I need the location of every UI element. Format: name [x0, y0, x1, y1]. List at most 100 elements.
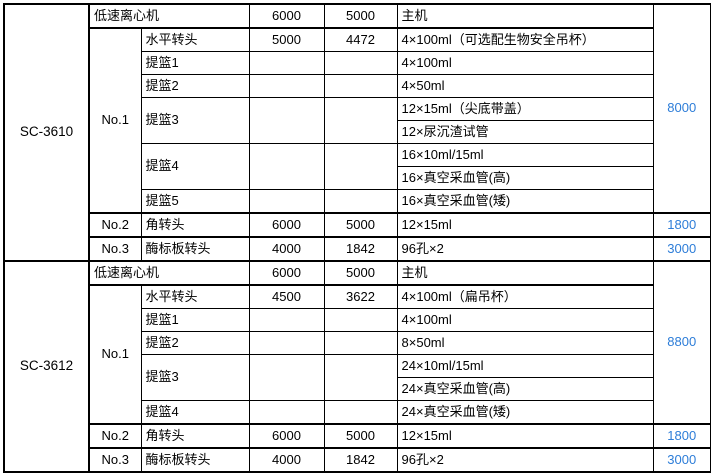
no-group-cell: No.3 [88, 447, 142, 473]
no-group-cell: No.2 [88, 423, 142, 449]
no-group-cell: No.1 [88, 284, 142, 425]
component-cell: 提篮4 [140, 400, 250, 425]
component-cell: 提篮2 [140, 74, 250, 98]
no-group-cell: No.1 [88, 27, 142, 214]
capacity-cell: 16×真空采血管(矮) [396, 189, 654, 214]
component-cell: 提篮5 [140, 189, 250, 214]
speed-rcf-cell [323, 74, 398, 98]
no-group-cell: No.2 [88, 212, 142, 238]
component-cell: 提篮2 [140, 331, 250, 355]
table-row: 12×尿沉渣试管 [4, 120, 711, 144]
component-cell: 提篮4 [140, 143, 250, 190]
table-row: No.1 水平转头 4500 3622 4×100ml（扁吊杯） [4, 284, 711, 425]
table-row: 提篮1 4×100ml [4, 308, 711, 332]
table-row: 提篮3 12×15ml（尖底带盖） [4, 97, 711, 144]
model-cell: SC-3612 [3, 260, 90, 473]
speed-rpm-cell [248, 354, 325, 401]
table-row: No.2 角转头 6000 5000 12×15ml 1800 [4, 423, 711, 449]
speed-rcf-cell [323, 189, 398, 214]
speed-rcf-cell: 5000 [323, 260, 398, 286]
component-cell: 提篮3 [140, 97, 250, 144]
speed-rcf-cell: 1842 [323, 447, 398, 473]
price-cell: 3000 [652, 447, 711, 473]
capacity-cell: 4×100ml [396, 51, 654, 75]
table-row: No.2 角转头 6000 5000 12×15ml 1800 [4, 212, 711, 238]
speed-rpm-cell: 6000 [248, 260, 325, 286]
speed-rcf-cell [323, 331, 398, 355]
table-row: SC-3610 低速离心机 6000 5000 主机 8000 [3, 3, 711, 262]
component-cell: 酶标板转头 [140, 447, 250, 473]
centrifuge-spec-table: SC-3610 低速离心机 6000 5000 主机 8000 No.1 水平转… [3, 3, 711, 473]
table-row: No.3 酶标板转头 4000 1842 96孔×2 3000 [4, 236, 711, 262]
speed-rcf-cell [323, 51, 398, 75]
component-cell: 水平转头 [140, 27, 250, 52]
price-cell: 1800 [652, 212, 711, 238]
price-cell: 8000 [652, 3, 711, 214]
capacity-cell: 4×100ml（扁吊杯） [396, 284, 654, 309]
component-cell: 提篮1 [140, 308, 250, 332]
table-row: No.1 水平转头 5000 4472 4×100ml（可选配生物安全吊杯） [4, 27, 711, 214]
table-row: 16×真空采血管(高) [4, 166, 711, 190]
speed-rpm-cell [248, 400, 325, 425]
speed-rpm-cell [248, 51, 325, 75]
speed-rcf-cell: 5000 [323, 212, 398, 238]
component-cell: 角转头 [140, 212, 250, 238]
component-cell: 水平转头 [140, 284, 250, 309]
capacity-cell: 12×尿沉渣试管 [396, 120, 654, 144]
speed-rpm-cell [248, 308, 325, 332]
table-row: 24×真空采血管(高) [4, 377, 711, 401]
component-cell: 酶标板转头 [140, 236, 250, 262]
speed-rcf-cell: 5000 [323, 3, 398, 29]
speed-rcf-cell [323, 400, 398, 425]
table-row: 提篮4 24×真空采血管(矮) [4, 400, 711, 425]
table-row: 提篮3 24×10ml/15ml [4, 354, 711, 401]
model-cell: SC-3610 [3, 3, 90, 262]
component-cell: 提篮3 [140, 354, 250, 401]
capacity-cell: 主机 [396, 3, 654, 29]
capacity-cell: 4×100ml（可选配生物安全吊杯） [396, 27, 654, 52]
capacity-cell: 24×真空采血管(矮) [396, 400, 654, 425]
speed-rpm-cell: 4000 [248, 447, 325, 473]
speed-rcf-cell [323, 308, 398, 332]
table-row: 提篮5 16×真空采血管(矮) [4, 189, 711, 214]
capacity-cell: 16×10ml/15ml [396, 143, 654, 167]
capacity-cell: 主机 [396, 260, 654, 286]
capacity-cell: 8×50ml [396, 331, 654, 355]
speed-rcf-cell: 5000 [323, 423, 398, 449]
table-row: No.3 酶标板转头 4000 1842 96孔×2 3000 [4, 447, 711, 473]
speed-rcf-cell: 3622 [323, 284, 398, 309]
capacity-cell: 4×100ml [396, 308, 654, 332]
price-cell: 8800 [652, 260, 711, 425]
speed-rpm-cell: 5000 [248, 27, 325, 52]
capacity-cell: 4×50ml [396, 74, 654, 98]
speed-rpm-cell [248, 331, 325, 355]
capacity-cell: 16×真空采血管(高) [396, 166, 654, 190]
capacity-cell: 12×15ml（尖底带盖） [396, 97, 654, 121]
machine-name-cell: 低速离心机 [88, 3, 250, 29]
table-row: SC-3612 低速离心机 6000 5000 主机 8800 [3, 260, 711, 473]
capacity-cell: 96孔×2 [396, 447, 654, 473]
price-cell: 1800 [652, 423, 711, 449]
speed-rcf-cell [323, 143, 398, 190]
speed-rpm-cell: 6000 [248, 3, 325, 29]
speed-rpm-cell: 6000 [248, 423, 325, 449]
price-cell: 3000 [652, 236, 711, 262]
speed-rcf-cell [323, 97, 398, 144]
capacity-cell: 12×15ml [396, 423, 654, 449]
speed-rcf-cell: 4472 [323, 27, 398, 52]
speed-rpm-cell: 6000 [248, 212, 325, 238]
speed-rpm-cell: 4500 [248, 284, 325, 309]
no-group-cell: No.3 [88, 236, 142, 262]
component-cell: 角转头 [140, 423, 250, 449]
table-row: 提篮2 4×50ml [4, 74, 711, 98]
speed-rcf-cell: 1842 [323, 236, 398, 262]
speed-rpm-cell [248, 74, 325, 98]
capacity-cell: 24×10ml/15ml [396, 354, 654, 378]
capacity-cell: 96孔×2 [396, 236, 654, 262]
capacity-cell: 24×真空采血管(高) [396, 377, 654, 401]
component-cell: 提篮1 [140, 51, 250, 75]
speed-rpm-cell: 4000 [248, 236, 325, 262]
table-row: 提篮2 8×50ml [4, 331, 711, 355]
speed-rpm-cell [248, 97, 325, 144]
speed-rpm-cell [248, 189, 325, 214]
